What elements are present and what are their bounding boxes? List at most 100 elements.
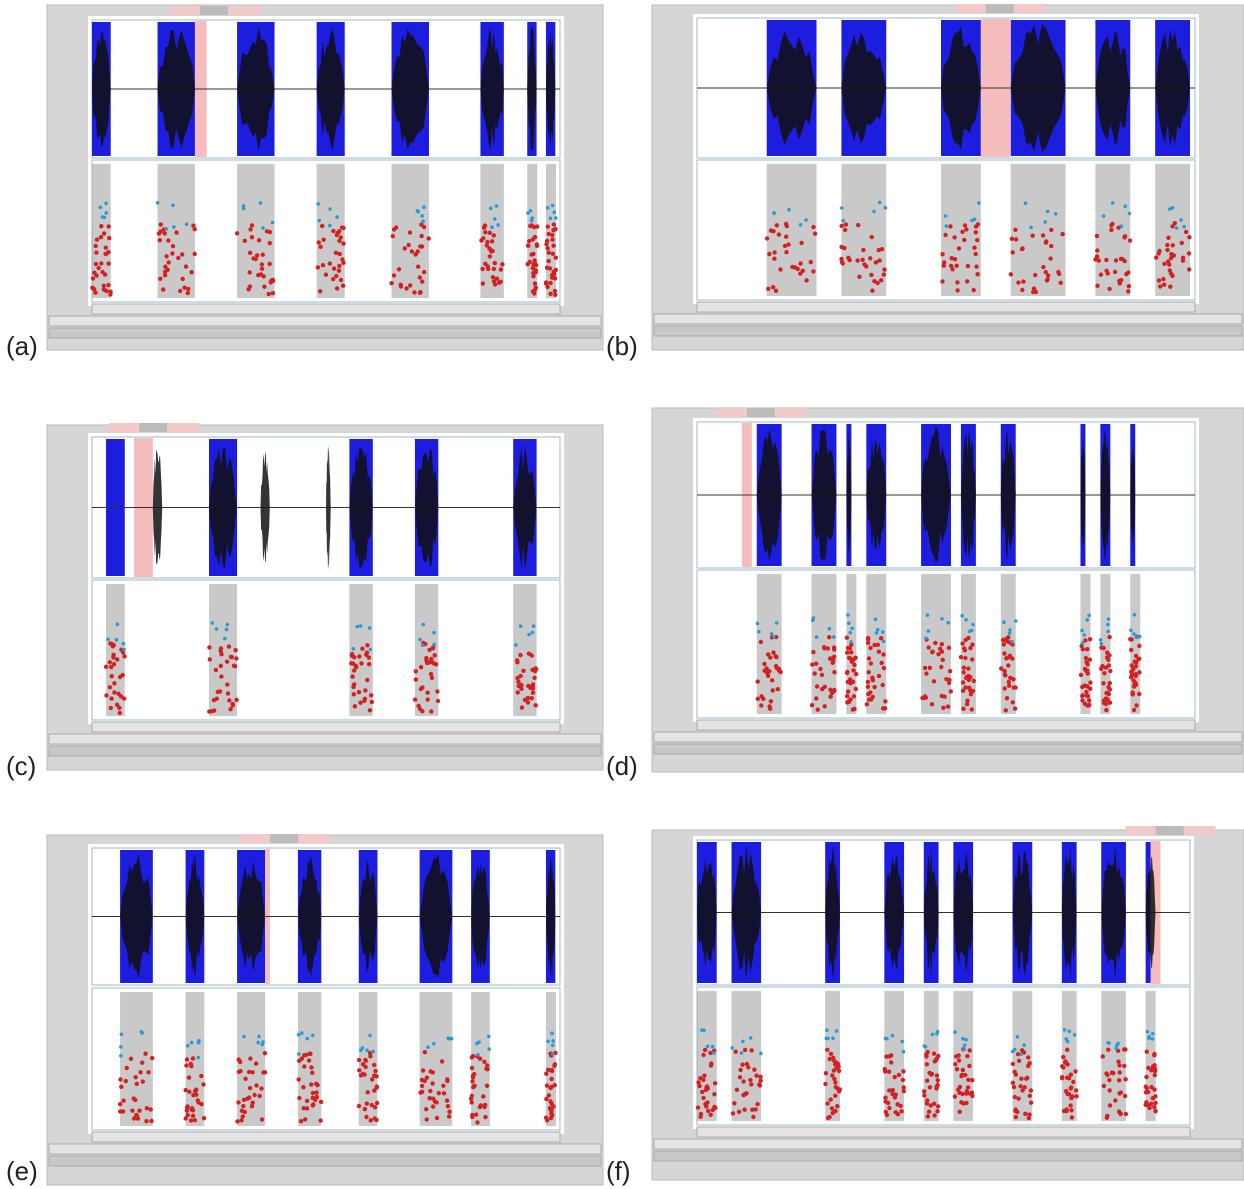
formant-point — [952, 235, 956, 239]
formant-point — [1116, 1060, 1120, 1064]
formant-point — [958, 1110, 962, 1114]
spectrogram-box — [92, 580, 560, 720]
formant-point — [359, 661, 363, 665]
formant-point — [734, 1050, 738, 1054]
selection-bar-mid — [747, 408, 775, 417]
formant-point — [845, 636, 849, 640]
formant-point — [248, 1086, 252, 1090]
formant-point — [1137, 692, 1141, 696]
formant-point — [146, 1070, 150, 1074]
formant-point — [1007, 684, 1011, 688]
formant-point — [875, 281, 879, 285]
formant-point — [962, 238, 966, 242]
pitch-point — [526, 211, 530, 215]
formant-point — [828, 695, 832, 699]
formant-point — [150, 1056, 154, 1060]
formant-point — [1026, 1064, 1030, 1068]
formant-point — [341, 241, 345, 245]
formant-point — [936, 652, 940, 656]
formant-point — [1087, 698, 1091, 702]
formant-point — [737, 1110, 741, 1114]
formant-point — [1011, 1062, 1015, 1066]
formant-point — [880, 247, 884, 251]
formant-point — [767, 252, 771, 256]
formant-point — [132, 1116, 136, 1120]
pitch-point — [297, 1033, 301, 1037]
formant-point — [756, 697, 760, 701]
formant-point — [358, 701, 362, 705]
pitch-point — [804, 218, 808, 222]
formant-point — [696, 1080, 700, 1084]
formant-point — [845, 670, 849, 674]
formant-point — [846, 689, 850, 693]
formant-point — [533, 288, 537, 292]
formant-point — [743, 1048, 747, 1052]
formant-point — [164, 254, 168, 258]
formant-point — [847, 656, 851, 660]
formant-point — [225, 682, 229, 686]
selection-bar-mid — [1156, 826, 1184, 835]
formant-point — [936, 1078, 940, 1082]
formant-point — [359, 1073, 363, 1077]
formant-point — [240, 1109, 244, 1113]
formant-point — [1013, 228, 1017, 232]
pitch-point — [825, 1037, 829, 1041]
formant-point — [136, 1116, 140, 1120]
pitch-point — [876, 628, 880, 632]
formant-point — [297, 1096, 301, 1100]
pitch-point — [106, 638, 110, 642]
formant-point — [949, 264, 953, 268]
pitch-point — [1014, 619, 1018, 623]
formant-point — [772, 257, 776, 261]
formant-point — [550, 1102, 554, 1106]
formant-point — [872, 643, 876, 647]
formant-point — [427, 1096, 431, 1100]
pitch-point — [1100, 642, 1104, 646]
pitch-point — [931, 1033, 935, 1037]
formant-point — [231, 702, 235, 706]
formant-point — [1106, 1048, 1110, 1052]
formant-point — [961, 707, 965, 711]
formant-point — [109, 706, 113, 710]
formant-point — [813, 671, 817, 675]
formant-point — [1014, 1072, 1018, 1076]
formant-point — [116, 692, 120, 696]
formant-point — [551, 228, 555, 232]
formant-point — [709, 1113, 713, 1117]
formant-point — [935, 1073, 939, 1077]
pitch-point — [749, 1036, 753, 1040]
formant-point — [1145, 1050, 1149, 1054]
formant-point — [1171, 243, 1175, 247]
formant-point — [178, 289, 182, 293]
formant-point — [924, 671, 928, 675]
formant-point — [1153, 1073, 1157, 1077]
formant-point — [530, 696, 534, 700]
formant-point — [1151, 1096, 1155, 1100]
formant-point — [701, 1096, 705, 1100]
pitch-point — [1133, 613, 1137, 617]
formant-point — [372, 1063, 376, 1067]
formant-point — [527, 239, 531, 243]
formant-point — [1168, 285, 1172, 289]
formant-point — [1099, 273, 1103, 277]
formant-point — [480, 267, 484, 271]
pitch-point — [944, 214, 948, 218]
formant-point — [268, 230, 272, 234]
formant-point — [851, 668, 855, 672]
formant-point — [1107, 1078, 1111, 1082]
formant-point — [1114, 258, 1118, 262]
formant-point — [1184, 230, 1188, 234]
formant-point — [868, 256, 872, 260]
formant-point — [434, 1100, 438, 1104]
pitch-point — [1085, 618, 1089, 622]
formant-point — [840, 224, 844, 228]
formant-point — [697, 1084, 701, 1088]
formant-point — [237, 1070, 241, 1074]
formant-point — [959, 1100, 963, 1104]
formant-point — [957, 246, 961, 250]
formant-point — [1124, 1112, 1128, 1116]
pitch-point — [416, 210, 420, 214]
pitch-point — [924, 637, 928, 641]
formant-point — [428, 1069, 432, 1073]
formant-point — [790, 265, 794, 269]
